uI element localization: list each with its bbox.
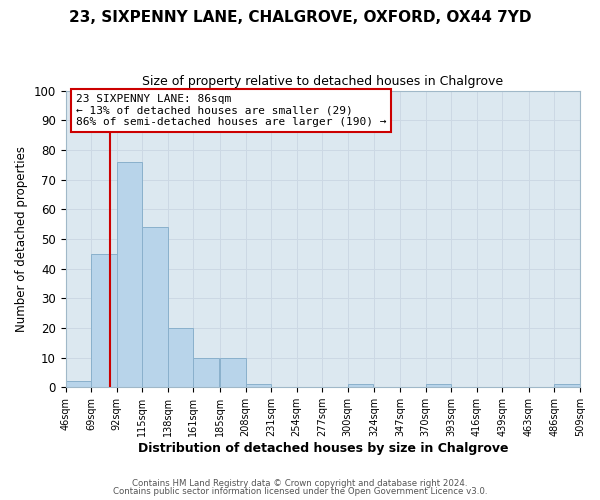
Title: Size of property relative to detached houses in Chalgrove: Size of property relative to detached ho… [142, 75, 503, 88]
Bar [168, 328, 193, 387]
Bar [554, 384, 580, 387]
Text: 23 SIXPENNY LANE: 86sqm
← 13% of detached houses are smaller (29)
86% of semi-de: 23 SIXPENNY LANE: 86sqm ← 13% of detache… [76, 94, 386, 126]
Bar [116, 162, 142, 387]
X-axis label: Distribution of detached houses by size in Chalgrove: Distribution of detached houses by size … [137, 442, 508, 455]
Text: Contains HM Land Registry data © Crown copyright and database right 2024.: Contains HM Land Registry data © Crown c… [132, 478, 468, 488]
Bar [220, 358, 245, 387]
Bar [65, 382, 91, 387]
Bar [348, 384, 373, 387]
Bar [91, 254, 116, 387]
Text: Contains public sector information licensed under the Open Government Licence v3: Contains public sector information licen… [113, 488, 487, 496]
Bar [142, 227, 168, 387]
Bar [245, 384, 271, 387]
Y-axis label: Number of detached properties: Number of detached properties [15, 146, 28, 332]
Bar [425, 384, 451, 387]
Text: 23, SIXPENNY LANE, CHALGROVE, OXFORD, OX44 7YD: 23, SIXPENNY LANE, CHALGROVE, OXFORD, OX… [69, 10, 531, 25]
Bar [193, 358, 219, 387]
